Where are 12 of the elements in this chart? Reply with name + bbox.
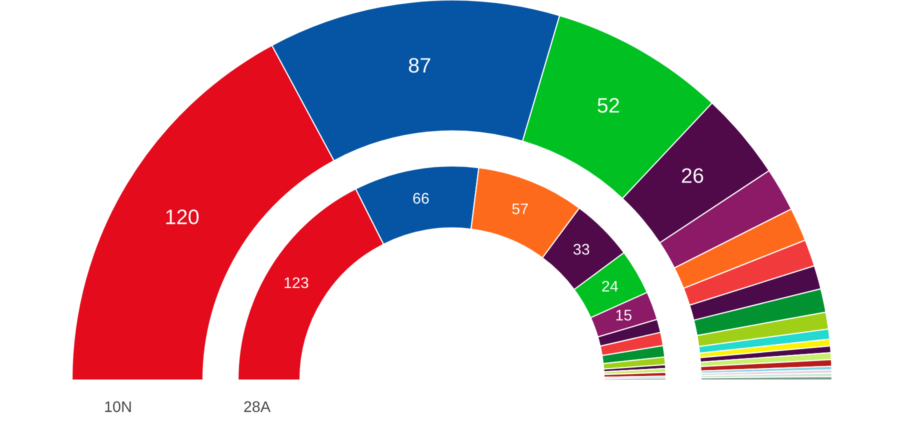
data-label: 87: [408, 58, 430, 73]
data-label: 33: [573, 244, 590, 255]
data-label: 52: [598, 98, 619, 113]
slice-label: 28A: [244, 401, 271, 412]
data-label: 120: [166, 210, 199, 224]
data-label: 57: [512, 204, 528, 214]
data-label: 123: [284, 277, 308, 288]
data-label: 66: [413, 192, 429, 204]
data-label: 24: [602, 280, 618, 292]
data-label: 15: [616, 310, 632, 321]
data-label: 26: [682, 168, 704, 183]
slice-label: 10N: [105, 401, 131, 412]
